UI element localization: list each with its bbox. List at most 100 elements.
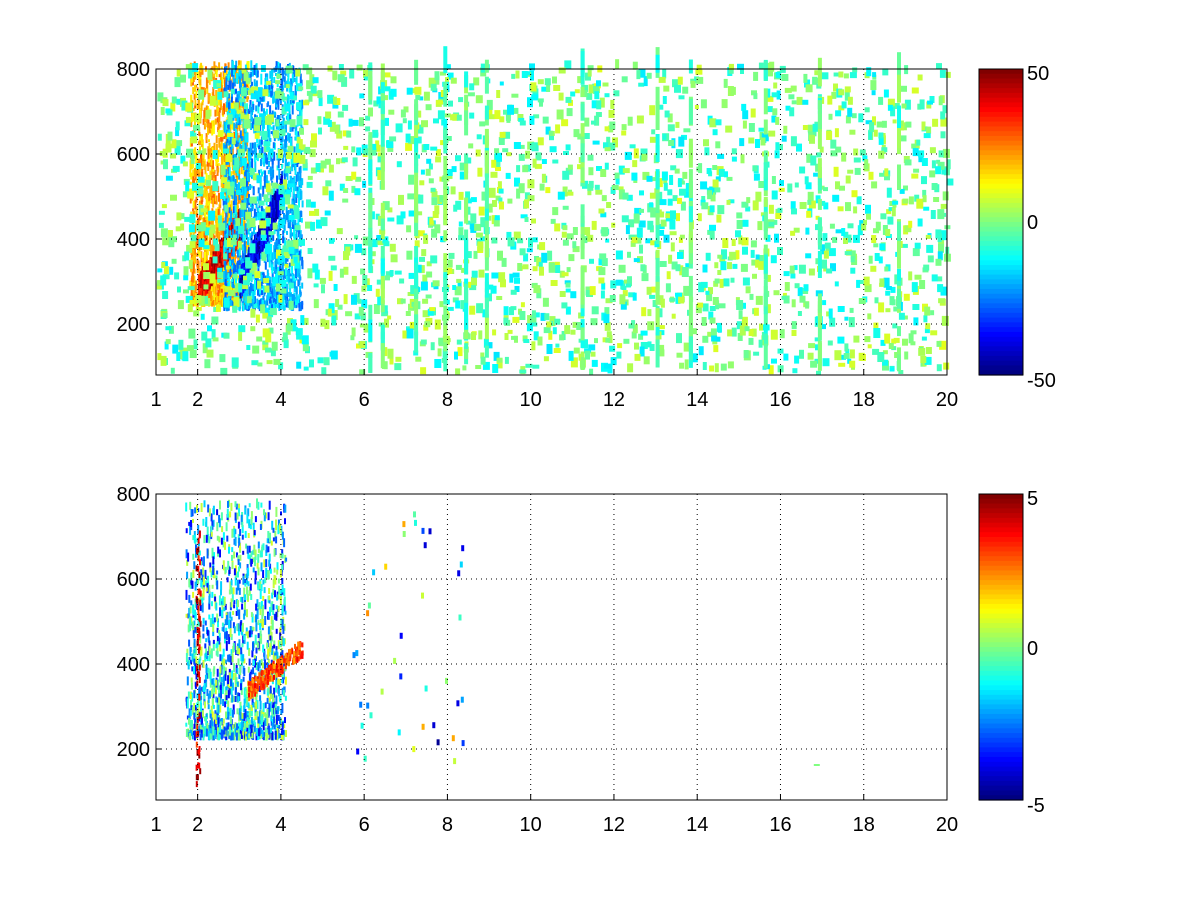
heatmap-cell <box>261 245 264 252</box>
heatmap-cell <box>215 212 218 223</box>
heatmap-cell <box>216 117 219 123</box>
heatmap-cell <box>194 247 196 258</box>
heatmap-cell <box>901 85 907 92</box>
heatmap-cell <box>271 158 274 165</box>
heatmap-cell <box>236 175 239 179</box>
heatmap-cell <box>252 189 255 194</box>
heatmap-cell <box>248 152 250 160</box>
heatmap-cell <box>204 230 207 242</box>
heatmap-cell <box>201 193 204 203</box>
heatmap-cell <box>200 104 203 111</box>
heatmap-cell <box>239 143 242 149</box>
heatmap-cell <box>175 226 181 232</box>
heatmap-cell <box>847 223 854 229</box>
heatmap-cell <box>258 145 261 150</box>
heatmap-cell <box>224 165 227 172</box>
heatmap-cell <box>265 108 268 115</box>
heatmap-cell <box>217 278 224 283</box>
heatmap-cell <box>266 291 269 301</box>
heatmap-cell <box>199 146 201 153</box>
heatmap-cell <box>209 240 212 246</box>
heatmap-cell <box>235 208 238 215</box>
heatmap-cell <box>771 176 776 184</box>
heatmap-cell <box>268 259 271 268</box>
heatmap-cell <box>202 161 205 167</box>
heatmap-cell <box>214 158 217 161</box>
heatmap-cell <box>257 187 260 194</box>
heatmap-cell <box>171 258 177 264</box>
heatmap-cell <box>196 258 199 267</box>
heatmap-cell <box>265 206 271 213</box>
heatmap-cell <box>204 123 207 128</box>
heatmap-cell <box>220 288 223 293</box>
heatmap-cell <box>230 283 233 293</box>
heatmap-cell <box>260 103 263 112</box>
heatmap-cell <box>188 259 193 269</box>
heatmap-cell <box>199 109 201 117</box>
heatmap-cell <box>233 263 236 271</box>
heatmap-cell <box>238 120 241 131</box>
heatmap-cell <box>199 83 202 94</box>
heatmap-cell <box>372 239 377 247</box>
heatmap-cell <box>220 88 223 95</box>
heatmap-cell <box>203 109 206 119</box>
heatmap-cell <box>230 211 233 223</box>
heatmap-cell <box>213 61 216 72</box>
heatmap-cell <box>867 313 872 320</box>
heatmap-cell <box>940 203 947 209</box>
heatmap-cell <box>195 190 198 196</box>
heatmap-cell <box>260 73 263 85</box>
heatmap-cell <box>272 169 275 178</box>
heatmap-cell <box>227 84 230 90</box>
heatmap-cell <box>684 359 689 370</box>
heatmap-cell <box>197 260 200 272</box>
heatmap-cell <box>194 70 197 80</box>
heatmap-cell <box>592 140 600 145</box>
heatmap-cell <box>281 114 284 119</box>
heatmap-cell <box>252 291 255 303</box>
heatmap-cell <box>289 273 292 277</box>
heatmap-cell <box>236 203 239 211</box>
heatmap-cell <box>212 301 214 306</box>
heatmap-cell <box>205 249 208 261</box>
heatmap-cell <box>210 157 213 166</box>
heatmap-cell <box>237 275 240 281</box>
heatmap-cell <box>286 258 289 262</box>
heatmap-cell <box>192 255 195 261</box>
heatmap-cell <box>828 248 836 257</box>
heatmap-cell <box>301 200 304 208</box>
heatmap-cell <box>215 90 218 101</box>
heatmap-cell <box>241 124 244 128</box>
heatmap-cell <box>293 193 296 199</box>
heatmap-cell <box>220 132 223 142</box>
heatmap-cell <box>246 304 249 310</box>
heatmap-cell <box>254 147 257 158</box>
heatmap-cell <box>194 205 197 209</box>
heatmap-cell <box>230 171 233 178</box>
heatmap-cell <box>218 293 221 298</box>
heatmap-cell <box>682 86 689 94</box>
heatmap-cell <box>233 131 236 141</box>
heatmap-cell <box>238 164 241 175</box>
heatmap-cell <box>232 200 235 206</box>
heatmap-cell <box>228 277 231 286</box>
heatmap-cell <box>189 181 192 185</box>
heatmap-cell <box>197 173 200 178</box>
heatmap-cell <box>336 228 343 235</box>
heatmap-cell <box>212 123 215 134</box>
heatmap-cell <box>218 153 221 157</box>
heatmap-cell <box>190 120 193 128</box>
heatmap-cell <box>223 69 226 78</box>
heatmap-cell <box>222 88 225 98</box>
heatmap-cell <box>212 76 215 81</box>
heatmap-cell <box>213 294 216 300</box>
heatmap-cell <box>255 246 258 254</box>
heatmap-cell <box>208 122 211 127</box>
heatmap-cell <box>942 148 950 158</box>
heatmap-cell <box>230 256 233 262</box>
heatmap-cell <box>282 230 285 235</box>
heatmap-cell <box>311 133 317 142</box>
heatmap-cell <box>856 196 862 205</box>
heatmap-cell <box>219 198 222 205</box>
heatmap-cell <box>218 124 221 128</box>
